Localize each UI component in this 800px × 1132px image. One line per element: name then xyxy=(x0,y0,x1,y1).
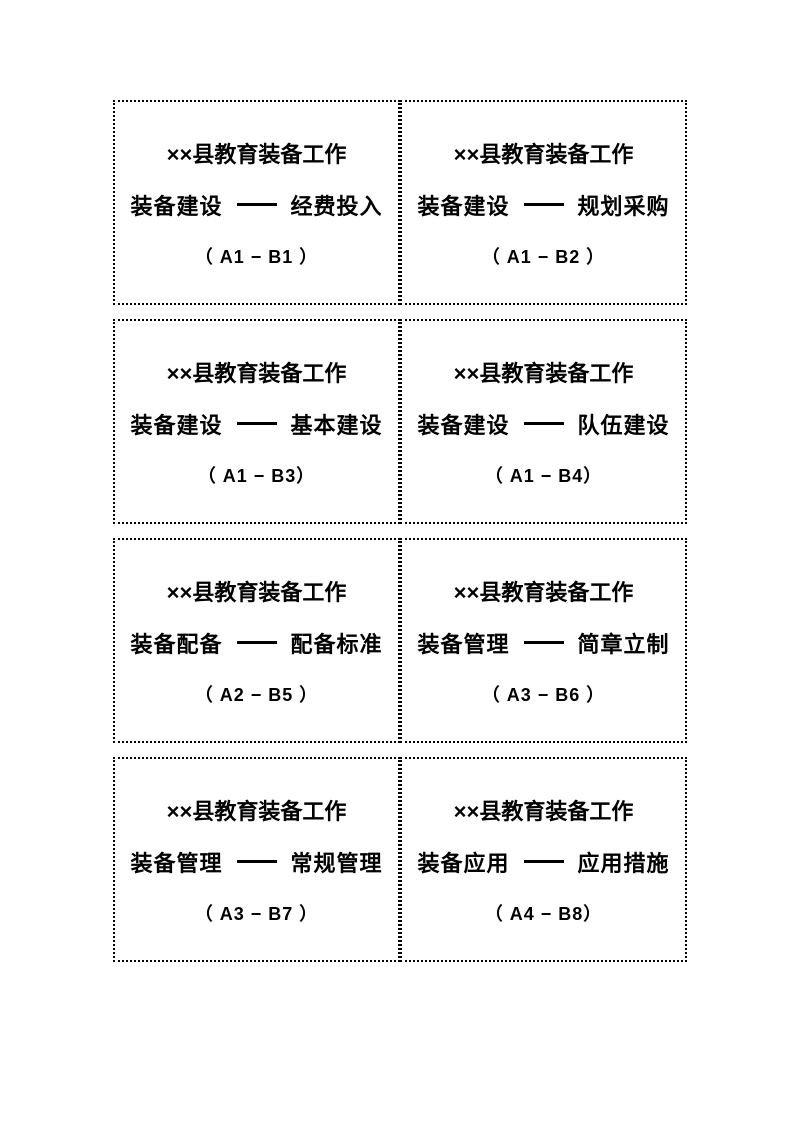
card-subtitle: 装备管理 简章立制 xyxy=(417,627,669,659)
card-a4-b8: ××县教育装备工作 装备应用 应用措施 （ A4 − B8） xyxy=(400,757,687,962)
card-code: （ A1 − B4） xyxy=(485,462,603,488)
card-a1-b2: ××县教育装备工作 装备建设 规划采购 （ A1 − B2 ） xyxy=(400,100,687,305)
card-code: （ A1 − B3） xyxy=(198,462,316,488)
card-title: ××县教育装备工作 xyxy=(167,137,347,169)
card-a3-b7: ××县教育装备工作 装备管理 常规管理 （ A3 − B7 ） xyxy=(113,757,400,962)
separator-line xyxy=(524,641,564,644)
card-a1-b3: ××县教育装备工作 装备建设 基本建设 （ A1 − B3） xyxy=(113,319,400,524)
separator-line xyxy=(237,422,277,425)
card-title: ××县教育装备工作 xyxy=(167,575,347,607)
card-title: ××县教育装备工作 xyxy=(167,794,347,826)
separator-line xyxy=(237,641,277,644)
card-subtitle: 装备应用 应用措施 xyxy=(417,846,669,878)
card-code: （ A3 − B7 ） xyxy=(195,900,319,926)
category-left: 装备建设 xyxy=(417,408,509,440)
card-code: （ A2 − B5 ） xyxy=(195,681,319,707)
card-title: ××县教育装备工作 xyxy=(454,137,634,169)
category-right: 基本建设 xyxy=(291,408,383,440)
card-code: （ A4 − B8） xyxy=(485,900,603,926)
card-code: （ A3 − B6 ） xyxy=(482,681,606,707)
card-subtitle: 装备配备 配备标准 xyxy=(130,627,382,659)
card-a1-b4: ××县教育装备工作 装备建设 队伍建设 （ A1 − B4） xyxy=(400,319,687,524)
card-code: （ A1 − B1 ） xyxy=(195,243,319,269)
category-right: 规划采购 xyxy=(578,189,670,221)
separator-line xyxy=(524,422,564,425)
category-left: 装备建设 xyxy=(130,408,222,440)
card-title: ××县教育装备工作 xyxy=(167,356,347,388)
card-a1-b1: ××县教育装备工作 装备建设 经费投入 （ A1 − B1 ） xyxy=(113,100,400,305)
card-grid: ××县教育装备工作 装备建设 经费投入 （ A1 − B1 ） ××县教育装备工… xyxy=(113,100,687,962)
card-subtitle: 装备建设 队伍建设 xyxy=(417,408,669,440)
category-right: 配备标准 xyxy=(291,627,383,659)
category-left: 装备管理 xyxy=(130,846,222,878)
category-left: 装备配备 xyxy=(130,627,222,659)
separator-line xyxy=(524,203,564,206)
card-title: ××县教育装备工作 xyxy=(454,575,634,607)
card-subtitle: 装备管理 常规管理 xyxy=(130,846,382,878)
separator-line xyxy=(524,860,564,863)
category-right: 常规管理 xyxy=(291,846,383,878)
card-a2-b5: ××县教育装备工作 装备配备 配备标准 （ A2 − B5 ） xyxy=(113,538,400,743)
card-subtitle: 装备建设 规划采购 xyxy=(417,189,669,221)
category-right: 队伍建设 xyxy=(578,408,670,440)
card-title: ××县教育装备工作 xyxy=(454,794,634,826)
category-left: 装备应用 xyxy=(417,846,509,878)
card-title: ××县教育装备工作 xyxy=(454,356,634,388)
card-a3-b6: ××县教育装备工作 装备管理 简章立制 （ A3 − B6 ） xyxy=(400,538,687,743)
separator-line xyxy=(237,860,277,863)
category-left: 装备建设 xyxy=(417,189,509,221)
category-right: 应用措施 xyxy=(578,846,670,878)
category-left: 装备建设 xyxy=(130,189,222,221)
category-right: 简章立制 xyxy=(578,627,670,659)
category-left: 装备管理 xyxy=(417,627,509,659)
card-subtitle: 装备建设 基本建设 xyxy=(130,408,382,440)
card-subtitle: 装备建设 经费投入 xyxy=(130,189,382,221)
card-code: （ A1 − B2 ） xyxy=(482,243,606,269)
separator-line xyxy=(237,203,277,206)
category-right: 经费投入 xyxy=(291,189,383,221)
